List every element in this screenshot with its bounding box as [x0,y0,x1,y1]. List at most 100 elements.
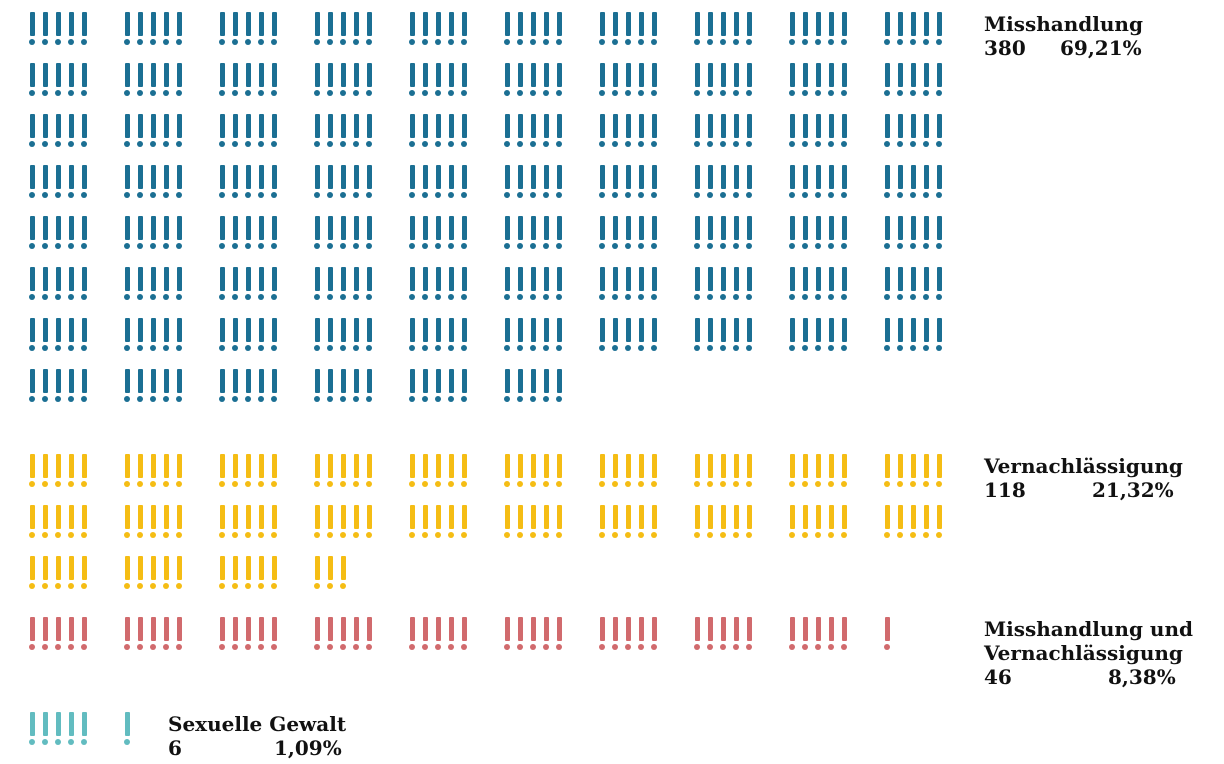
mark-dot [897,90,903,96]
mark-stem [841,12,847,36]
mark-dot [694,644,700,650]
mark-stem [910,63,916,87]
mark-stem [802,63,808,87]
mark-stem [258,556,264,580]
mark-dot [314,39,320,45]
mark-stem [314,114,320,138]
mark-dot [258,39,264,45]
mark-dot [828,141,834,147]
mark-dot [448,39,454,45]
mark-dot [720,294,726,300]
mark-dot [29,739,35,745]
mark-dot [422,141,428,147]
mark-stem [42,63,48,87]
mark-dot [638,39,644,45]
mark-stem [910,318,916,342]
mark-stem [137,556,143,580]
mark-dot [517,90,523,96]
mark-stem [802,318,808,342]
mark-stem [327,63,333,87]
mark-stem [694,617,700,641]
mark-stem [461,12,467,36]
mark-dot [327,141,333,147]
mark-stem [271,165,277,189]
mark-stem [612,12,618,36]
mark-stem [68,114,74,138]
mark-dot [936,39,942,45]
mark-dot [42,583,48,589]
mark-stem [884,318,890,342]
mark-stem [314,617,320,641]
mark-dot [258,481,264,487]
mark-dot [366,243,372,249]
mark-stem [504,617,510,641]
mark-dot [245,243,251,249]
mark-dot [733,345,739,351]
mark-dot [124,90,130,96]
mark-stem [910,114,916,138]
mark-stem [638,454,644,478]
mark-stem [340,165,346,189]
mark-stem [733,114,739,138]
mark-dot [612,243,618,249]
mark-dot [232,90,238,96]
mark-stem [55,267,61,291]
mark-dot [612,90,618,96]
mark-dot [219,481,225,487]
mark-stem [68,454,74,478]
mark-stem [530,318,536,342]
mark-stem [841,63,847,87]
mark-dot [746,294,752,300]
mark-stem [612,165,618,189]
mark-dot [556,192,562,198]
mark-dot [815,532,821,538]
mark-stem [638,12,644,36]
mark-dot [923,141,929,147]
mark-stem [625,454,631,478]
mark-dot [530,192,536,198]
mark-dot [897,141,903,147]
mark-dot [733,243,739,249]
mark-stem [219,505,225,529]
mark-dot [841,345,847,351]
mark-dot [599,192,605,198]
mark-dot [923,481,929,487]
mark-stem [612,454,618,478]
mark-dot [353,39,359,45]
mark-dot [68,39,74,45]
mark-dot [29,90,35,96]
mark-dot [366,396,372,402]
mark-dot [163,583,169,589]
mark-dot [625,192,631,198]
mark-dot [517,481,523,487]
mark-stem [271,12,277,36]
mark-dot [55,532,61,538]
mark-stem [517,267,523,291]
mark-stem [707,114,713,138]
mark-dot [409,396,415,402]
mark-stem [556,454,562,478]
mark-dot [163,345,169,351]
mark-dot [245,141,251,147]
mark-stem [409,505,415,529]
mark-dot [936,532,942,538]
mark-dot [29,141,35,147]
mark-stem [841,165,847,189]
mark-dot [612,644,618,650]
mark-stem [707,216,713,240]
mark-dot [258,90,264,96]
mark-stem [504,114,510,138]
mark-dot [245,396,251,402]
mark-stem [366,369,372,393]
mark-stem [232,216,238,240]
mark-dot [422,345,428,351]
legend-percent: 8,38% [1108,665,1176,689]
mark-stem [543,454,549,478]
mark-dot [841,532,847,538]
mark-dot [802,243,808,249]
mark-stem [163,12,169,36]
mark-stem [448,114,454,138]
mark-dot [232,583,238,589]
mark-dot [137,294,143,300]
mark-stem [137,63,143,87]
